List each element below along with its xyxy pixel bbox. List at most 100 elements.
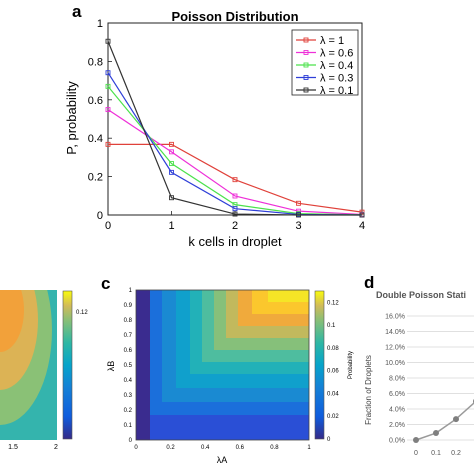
panel-c: c 0 0.1 0.2 0.3 0.4 0.5 0.6 0.7 0.8 0.9 1 0 0.2 0.4 0…	[101, 274, 354, 465]
chart-c-ytick-label: 0.2	[124, 408, 133, 414]
colorbar-c-label: Probability	[348, 351, 354, 379]
chart-a-point-0-3	[296, 200, 301, 206]
colorbar-c-tick-label: 0.08	[327, 346, 339, 352]
panel-a: a Poisson Distribution 0 0.2 0.4 0.6 0.8 1 0 1…	[64, 2, 365, 249]
chart-a-point-2-0	[105, 83, 111, 89]
colorbar-b	[62, 290, 73, 440]
chart-c-xtick-label: 0.2	[166, 445, 175, 451]
colorbar-c-tick-label: 0	[327, 437, 331, 443]
chart-c-xtick-label: 0	[134, 445, 138, 451]
legend-marker-3	[303, 75, 309, 80]
chart-a-point-4-0	[105, 38, 111, 44]
chart-a-xlabel: k cells in droplet	[188, 234, 282, 249]
chart-a-ytick-label: 0.6	[88, 95, 103, 107]
colorbar-b-tick-label: 0.12	[76, 310, 88, 316]
chart-d-xtick-label: 0.1	[431, 450, 441, 457]
chart-c-ytick-label: 0.5	[124, 363, 133, 369]
chart-c-xtick-label: 0.8	[270, 445, 279, 451]
chart-d-ytick-label: 14.0%	[385, 329, 405, 336]
chart-d-point-0	[413, 437, 419, 443]
chart-b-xtick-1: 2	[54, 444, 58, 451]
chart-a-legend: λ = 1λ = 0.6λ = 0.4λ = 0.3λ = 0.1	[291, 29, 359, 97]
panel-b: 0.12 1.5 2	[0, 290, 88, 451]
legend-marker-1	[303, 50, 309, 55]
chart-a-point-1-2	[232, 193, 238, 199]
colorbar-c-tick-label: 0.04	[327, 391, 339, 397]
chart-c-ytick-label: 0.6	[124, 348, 133, 354]
chart-a-point-4-4	[359, 212, 365, 218]
chart-c-xlabel: λA	[217, 455, 228, 465]
chart-c-ytick-label: 0.8	[124, 318, 133, 324]
chart-d-xtick-label: 0.2	[451, 450, 461, 457]
chart-c-xtick-label: 1	[307, 445, 311, 451]
chart-a-point-3-0	[105, 70, 111, 76]
heatmap-b-band-orange	[0, 290, 24, 352]
panel-c-letter: c	[101, 274, 110, 293]
colorbar-c-tick-label: 0.1	[327, 323, 336, 329]
legend-label-2: λ = 0.4	[320, 60, 353, 72]
chart-a-point-2-1	[169, 161, 174, 166]
chart-d-ytick-label: 0.0%	[389, 438, 405, 445]
heatmap-c-frame	[135, 289, 310, 441]
chart-a-point-3-2	[232, 206, 238, 212]
panel-d-letter: d	[364, 273, 374, 292]
chart-a-xtick-label: 4	[359, 220, 365, 232]
chart-d-ytick-label: 10.0%	[385, 360, 405, 367]
chart-c-ytick-label: 0.1	[124, 423, 133, 429]
chart-a-point-4-3	[296, 212, 301, 218]
legend-label-1: λ = 0.6	[320, 48, 353, 60]
chart-a-xtick-label: 0	[105, 220, 111, 232]
colorbar-c-tick-label: 0.06	[327, 369, 339, 375]
chart-a-point-0-2	[232, 177, 238, 183]
chart-a-point-3-1	[169, 169, 174, 175]
chart-a-series-line-1	[107, 109, 363, 216]
chart-d-ytick-label: 6.0%	[389, 391, 405, 398]
chart-a-point-0-0	[105, 141, 111, 147]
chart-a-ytick-label: 0.4	[88, 133, 103, 145]
chart-c-ytick-label: 0	[129, 438, 133, 444]
chart-c-ytick-label: 1	[129, 288, 133, 294]
chart-c-ytick-label: 0.4	[124, 378, 133, 384]
chart-a-ytick-label: 0	[97, 210, 103, 222]
chart-d-ytick-label: 4.0%	[389, 407, 405, 414]
heatmap-c	[136, 290, 309, 440]
chart-c-xtick-label: 0.6	[236, 445, 245, 451]
chart-c-ytick-label: 0.3	[124, 393, 133, 399]
legend-label-4: λ = 0.1	[320, 85, 353, 97]
chart-d-xtick-label: 0	[414, 450, 418, 457]
chart-a-point-1-1	[169, 149, 174, 155]
chart-a-point-0-1	[169, 141, 174, 147]
chart-a-series-line-4	[107, 41, 362, 216]
chart-d-ytick-label: 2.0%	[389, 422, 405, 429]
chart-d-point-1	[433, 430, 439, 437]
chart-a-series-line-0	[108, 143, 363, 213]
chart-a-point-4-1	[169, 195, 174, 201]
chart-c-ytick-label: 0.9	[124, 303, 133, 309]
chart-d-point-2	[453, 416, 459, 423]
chart-a-point-4-2	[232, 211, 238, 217]
chart-a-point-1-0	[105, 107, 111, 113]
legend-label-3: λ = 0.3	[320, 73, 353, 85]
chart-b-xtick-0: 1.5	[8, 444, 18, 451]
chart-a-xtick-label: 2	[232, 220, 238, 232]
legend-marker-2	[303, 62, 309, 68]
legend-marker-4	[303, 87, 309, 93]
chart-d-series-line	[415, 402, 474, 441]
chart-d-ylabel: Fraction of Droplets	[364, 355, 373, 425]
chart-a-ytick-label: 1	[97, 18, 103, 30]
chart-d-ytick-label: 8.0%	[389, 376, 405, 383]
chart-a-ylabel: P, probability	[64, 81, 79, 155]
chart-a-title: Poisson Distribution	[171, 9, 298, 24]
chart-c-xtick-label: 0.4	[201, 445, 210, 451]
colorbar-c-tick-label: 0.02	[327, 414, 339, 420]
colorbar-c	[314, 290, 325, 440]
colorbar-c-tick-label: 0.12	[327, 300, 339, 306]
chart-d-title: Double Poisson Stati	[376, 290, 466, 300]
panel-d: d Double Poisson Stati Fraction of Dropl…	[364, 273, 474, 457]
chart-c-ylabel: λB	[106, 361, 116, 372]
panel-a-letter: a	[72, 2, 82, 21]
chart-a-xtick-label: 1	[168, 220, 174, 232]
legend-label-0: λ = 1	[320, 35, 344, 47]
chart-a-xtick-label: 3	[295, 220, 301, 232]
